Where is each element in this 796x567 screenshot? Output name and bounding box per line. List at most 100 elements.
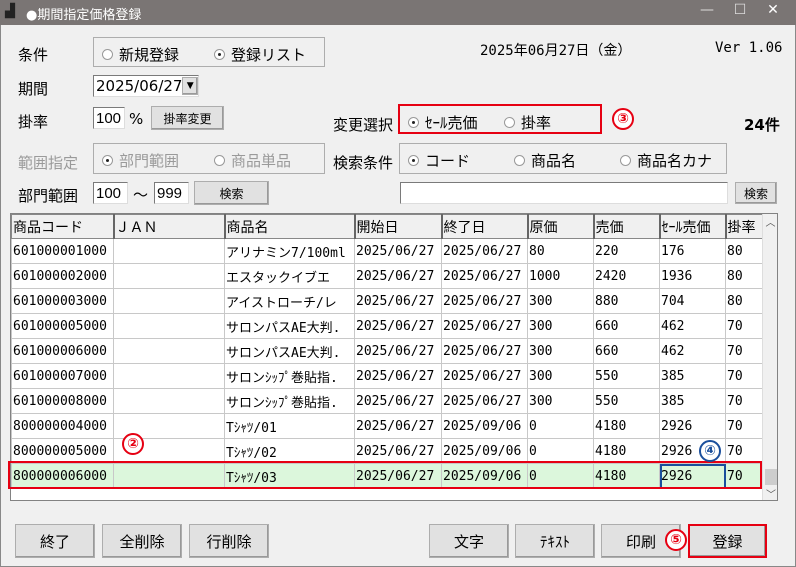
scroll-up-icon[interactable]: ︿ [765, 218, 776, 229]
table-cell[interactable]: 80 [725, 238, 763, 264]
table-cell[interactable]: 80 [725, 288, 763, 314]
table-cell[interactable]: 704 [659, 288, 726, 314]
table-cell[interactable]: 4180 [593, 413, 660, 439]
table-row[interactable]: 601000007000 サロンｼｯﾌﾟ巻貼指. 2025/06/27 2025/06… [11, 363, 763, 389]
table-cell[interactable]: 550 [593, 363, 660, 389]
minimize-button[interactable]: — [700, 2, 714, 18]
table-cell[interactable]: 70 [725, 438, 763, 464]
table-cell[interactable]: 300 [527, 388, 594, 414]
chevron-down-icon[interactable]: ▼ [182, 77, 198, 95]
table-cell[interactable]: 4180 [593, 463, 660, 489]
table-cell[interactable]: 800000006000 [11, 463, 114, 489]
table-cell[interactable]: 70 [725, 463, 763, 489]
scroll-thumb[interactable] [765, 469, 777, 485]
exit-button[interactable]: 終了 [15, 524, 95, 558]
table-row[interactable]: 601000002000 エスタックイブエ 2025/06/27 2025/06/27… [11, 263, 763, 289]
table-cell[interactable] [113, 288, 225, 314]
table-cell[interactable]: 2025/06/27 [441, 313, 528, 339]
column-header[interactable]: 売価 [593, 214, 661, 239]
table-cell[interactable]: 2025/06/27 [441, 263, 528, 289]
column-header[interactable]: 掛率 [725, 214, 764, 239]
table-cell[interactable]: 462 [659, 313, 726, 339]
table-row[interactable]: 800000004000 Tｼｬﾂ/01 2025/06/27 2025/09/06 0… [11, 413, 763, 439]
delete-all-button[interactable]: 全削除 [102, 524, 182, 558]
close-button[interactable]: ✕ [767, 2, 779, 18]
table-row[interactable]: 800000006000 Tｼｬﾂ/03 2025/06/27 2025/09/06 0… [11, 463, 763, 489]
search-input[interactable] [400, 182, 728, 204]
table-cell[interactable]: サロンパスAE大判. [224, 313, 355, 339]
table-cell[interactable]: 80 [725, 263, 763, 289]
table-cell[interactable]: 601000007000 [11, 363, 114, 389]
table-cell[interactable]: 462 [659, 338, 726, 364]
dept-from-input[interactable] [93, 182, 128, 204]
table-cell[interactable]: 0 [527, 438, 594, 464]
table-cell[interactable]: 880 [593, 288, 660, 314]
table-row[interactable]: 601000003000 アイストローチ/レ 2025/06/27 2025/06/2… [11, 288, 763, 314]
radio-dept-range[interactable]: 部門範囲 [102, 150, 179, 171]
table-cell[interactable]: 2025/06/27 [441, 338, 528, 364]
table-cell[interactable]: 300 [527, 313, 594, 339]
dept-search-button[interactable]: 検索 [194, 181, 269, 205]
table-cell[interactable]: 70 [725, 338, 763, 364]
table-cell[interactable]: Tｼｬﾂ/01 [224, 413, 355, 439]
table-cell[interactable]: 2025/06/27 [354, 313, 442, 339]
table-cell[interactable]: 660 [593, 338, 660, 364]
text-export-button[interactable]: ﾃｷｽﾄ [515, 524, 595, 558]
table-cell[interactable] [113, 238, 225, 264]
table-cell[interactable]: 2420 [593, 263, 660, 289]
table-cell[interactable]: 385 [659, 363, 726, 389]
table-cell[interactable]: 2025/06/27 [441, 288, 528, 314]
table-cell[interactable]: 2025/06/27 [354, 438, 442, 464]
radio-new[interactable]: 新規登録 [102, 44, 179, 65]
radio-list[interactable]: 登録リスト [214, 44, 306, 65]
table-cell[interactable]: 601000005000 [11, 313, 114, 339]
table-cell[interactable]: 2025/06/27 [354, 363, 442, 389]
radio-sale-price[interactable]: ｾｰﾙ売価 [408, 112, 478, 133]
font-button[interactable]: 文字 [429, 524, 509, 558]
print-button[interactable]: 印刷 [601, 524, 681, 558]
table-cell[interactable]: 70 [725, 413, 763, 439]
table-cell[interactable] [113, 463, 225, 489]
table-cell[interactable]: 601000001000 [11, 238, 114, 264]
table-cell[interactable] [113, 313, 225, 339]
radio-code[interactable]: コード [408, 150, 470, 171]
table-cell[interactable]: 2025/06/27 [441, 238, 528, 264]
maximize-button[interactable]: ☐ [733, 2, 747, 18]
table-cell[interactable]: 2025/06/27 [354, 238, 442, 264]
table-cell[interactable]: 2025/06/27 [354, 463, 442, 489]
delete-row-button[interactable]: 行削除 [189, 524, 269, 558]
dept-to-input[interactable] [154, 182, 189, 204]
table-cell[interactable]: 2025/06/27 [354, 338, 442, 364]
table-cell[interactable]: 800000005000 [11, 438, 114, 464]
table-cell[interactable] [113, 363, 225, 389]
radio-single-item[interactable]: 商品単品 [214, 150, 291, 171]
table-cell[interactable]: 176 [659, 238, 726, 264]
table-cell[interactable]: 70 [725, 363, 763, 389]
table-cell[interactable]: 2025/09/06 [441, 438, 528, 464]
table-cell[interactable]: 300 [527, 338, 594, 364]
table-cell[interactable]: 300 [527, 288, 594, 314]
table-cell[interactable]: 601000002000 [11, 263, 114, 289]
table-cell[interactable] [113, 263, 225, 289]
table-cell[interactable]: アリナミン7/100ml [224, 238, 355, 264]
table-cell[interactable]: 2025/09/06 [441, 413, 528, 439]
table-cell[interactable]: 2025/06/27 [354, 288, 442, 314]
table-cell[interactable] [113, 388, 225, 414]
table-cell[interactable]: 2926 [659, 463, 726, 489]
radio-rate[interactable]: 掛率 [504, 112, 551, 133]
table-cell[interactable]: サロンｼｯﾌﾟ巻貼指. [224, 363, 355, 389]
table-cell[interactable]: 4180 [593, 438, 660, 464]
table-cell[interactable]: Tｼｬﾂ/03 [224, 463, 355, 489]
table-cell[interactable]: 2025/06/27 [354, 388, 442, 414]
table-row[interactable]: 601000006000 サロンパスAE大判. 2025/06/27 2025/06/… [11, 338, 763, 364]
table-cell[interactable]: 2025/06/27 [354, 263, 442, 289]
column-header[interactable]: ＪＡＮ [113, 214, 226, 239]
table-cell[interactable]: 601000006000 [11, 338, 114, 364]
table-row[interactable]: 601000001000 アリナミン7/100ml 2025/06/27 2025/0… [11, 238, 763, 264]
table-cell[interactable]: 70 [725, 313, 763, 339]
vertical-scrollbar[interactable]: ︿ ﹀ [762, 214, 777, 500]
table-cell[interactable]: 1000 [527, 263, 594, 289]
column-header[interactable]: 原価 [527, 214, 595, 239]
column-header[interactable]: 商品名 [224, 214, 356, 239]
table-cell[interactable]: 601000008000 [11, 388, 114, 414]
